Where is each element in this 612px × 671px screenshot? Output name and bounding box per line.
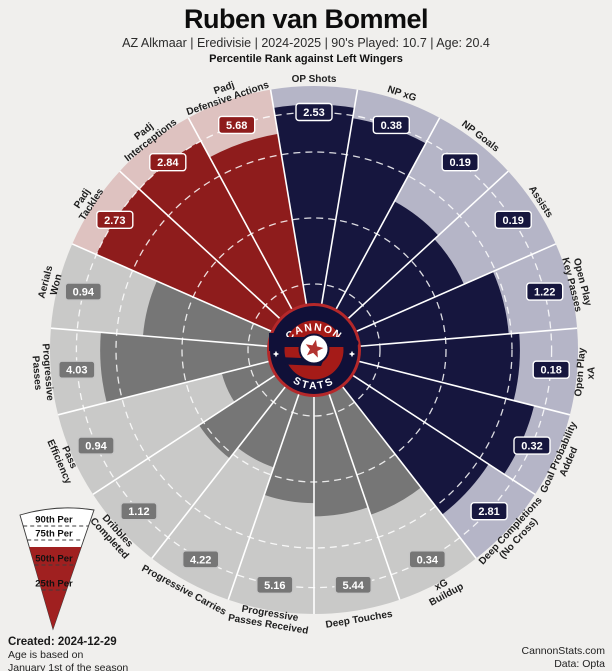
value-box: 0.19 [494,210,532,230]
header: Ruben van Bommel AZ Alkmaar | Eredivisie… [0,0,612,66]
cannon-icon [269,333,359,366]
value-box: 0.34 [408,550,446,569]
legend-level-label: 25th Per [35,579,73,590]
value-text: 0.38 [381,120,402,132]
legend-level-label: 50th Per [35,554,73,565]
slice-label: OP Shots [292,74,337,85]
site-credit: CannonStats.com [521,645,605,657]
data-source: Data: Opta [554,658,605,671]
slice-label: Open PlayxA [573,347,599,398]
value-text: 0.34 [417,554,439,566]
value-text: 0.18 [540,365,561,377]
value-box: 5.44 [334,575,372,594]
value-box: 2.53 [295,102,333,122]
value-text: 0.19 [449,157,470,169]
value-text: 5.68 [226,120,247,132]
value-box: 0.38 [372,115,410,135]
value-text: 0.19 [502,215,523,227]
page-title: Ruben van Bommel [183,4,429,34]
slice-fill [273,104,355,350]
age-note-line2: January 1st of the season [8,662,129,671]
value-box: 0.19 [441,152,479,172]
chart-context: Percentile Rank against Left Wingers [209,53,403,66]
footer-left: Created: 2024-12-29 Age is based on Janu… [8,636,128,671]
value-text: 2.81 [478,506,499,518]
value-text: 2.84 [157,157,179,169]
legend-level-label: 90th Per [35,515,73,526]
value-box: 0.94 [64,282,103,301]
age-note-line1: Age is based on [8,649,84,661]
slice-fill [314,201,439,350]
value-text: 2.73 [104,215,125,227]
percentile-legend: 90th Per 75th Per 50th Per 25th Per [19,507,95,631]
slice-fill [314,118,426,351]
percentile-ring [247,283,381,417]
slice-fill [96,189,314,350]
value-box: 0.18 [532,360,570,379]
player-meta: AZ Alkmaar | Eredivisie | 2024-2025 | 90… [122,36,490,51]
value-text: 5.44 [342,580,364,592]
slice-fill [139,141,314,350]
legend-level-label: 75th Per [35,529,73,540]
value-box: 4.03 [58,360,96,379]
value-text: 0.94 [73,287,95,299]
slice-fill [314,271,509,350]
slice-fill [314,333,520,401]
slice-fill [314,350,422,515]
slice-fill [100,332,314,403]
value-box: 5.68 [217,115,256,135]
percentile-ring [115,151,513,549]
value-box: 2.81 [470,502,508,521]
value-box: 4.22 [181,550,220,569]
slice-fill [314,350,489,515]
footer-right: CannonStats.com Data: Opta [522,645,605,671]
value-box: 0.32 [513,436,551,455]
value-box: 1.22 [526,282,564,301]
sparkle-icon [272,350,280,358]
slice-fill [209,133,314,350]
slice-label: ProgressivePasses [29,343,56,402]
slice-fill [314,350,535,475]
value-text: 1.22 [534,287,555,299]
value-box: 0.94 [77,436,115,455]
value-text: 0.32 [521,441,542,453]
value-text: 1.12 [128,506,149,518]
sparkle-icon [348,350,356,358]
value-text: 0.94 [85,441,107,453]
value-text: 4.03 [66,365,87,377]
value-box: 5.16 [256,575,294,594]
legend-fill [29,547,82,629]
value-text: 2.53 [303,107,324,119]
value-text: 4.22 [190,554,211,566]
value-box: 2.73 [96,210,134,230]
logo-text-bottom: STATS [291,375,337,392]
created-date: Created: 2024-12-29 [8,636,117,648]
value-text: 5.16 [264,580,285,592]
slice-value-boxes: 2.53 0.38 0.19 0.19 1.22 0.18 0.32 2.81 0.34 5.44… [58,102,570,594]
value-box: 2.84 [149,152,187,172]
value-box: 1.12 [120,502,158,521]
